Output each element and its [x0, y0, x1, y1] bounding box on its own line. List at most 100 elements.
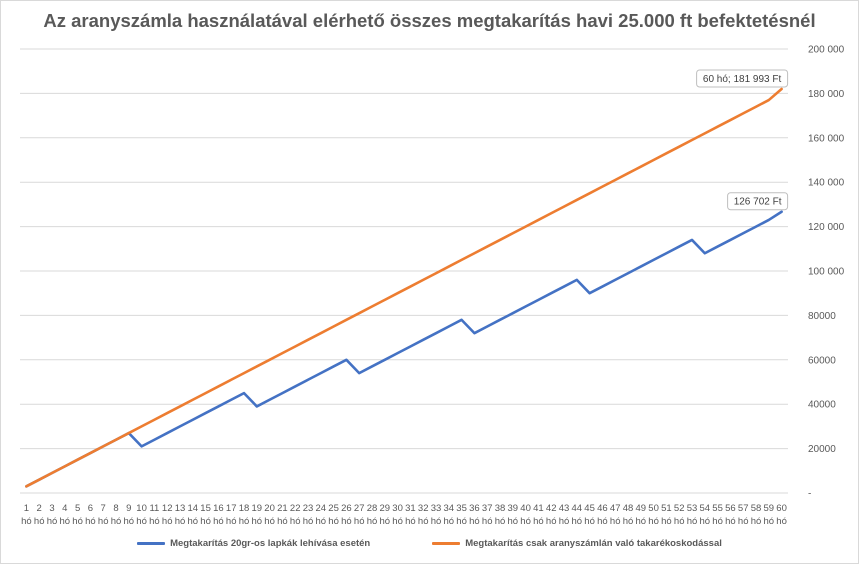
y-tick-label: 180 000	[808, 89, 845, 100]
x-tick-label: 44	[572, 503, 583, 514]
x-tick-label: 20	[264, 503, 275, 514]
x-tick-label: 15	[200, 503, 211, 514]
x-tick-unit: hó	[495, 516, 506, 527]
x-tick-label: 1	[24, 503, 29, 514]
x-tick-unit: hó	[661, 516, 672, 527]
callout-series-1: 126 702 Ft	[727, 192, 789, 211]
y-tick-label: 140 000	[808, 178, 845, 189]
x-tick-unit: hó	[213, 516, 224, 527]
x-tick-label: 23	[303, 503, 314, 514]
x-tick-label: 5	[75, 503, 80, 514]
x-tick-label: 25	[328, 503, 339, 514]
x-tick-label: 28	[367, 503, 378, 514]
x-tick-label: 42	[546, 503, 557, 514]
x-tick-unit: hó	[584, 516, 595, 527]
y-tick-label: 160 000	[808, 133, 845, 144]
y-tick-label: 60000	[808, 355, 836, 366]
x-tick-unit: hó	[47, 516, 58, 527]
x-tick-label: 13	[175, 503, 186, 514]
x-tick-label: 48	[623, 503, 634, 514]
callout-series-2: 60 hó; 181 993 Ft	[696, 69, 789, 88]
y-tick-label: 20000	[808, 444, 836, 455]
chart-legend: Megtakarítás 20gr-os lapkák lehívása ese…	[0, 538, 859, 549]
x-tick-label: 4	[62, 503, 67, 514]
x-tick-unit: hó	[124, 516, 135, 527]
x-tick-unit: hó	[636, 516, 647, 527]
x-tick-label: 14	[188, 503, 199, 514]
x-tick-label: 27	[354, 503, 365, 514]
x-tick-unit: hó	[687, 516, 698, 527]
x-tick-label: 57	[738, 503, 749, 514]
x-tick-unit: hó	[610, 516, 621, 527]
legend-swatch-series-1	[137, 542, 166, 545]
x-tick-unit: hó	[456, 516, 467, 527]
x-tick-label: 46	[597, 503, 608, 514]
x-tick-unit: hó	[597, 516, 608, 527]
x-tick-unit: hó	[85, 516, 96, 527]
x-tick-label: 39	[508, 503, 519, 514]
x-tick-label: 47	[610, 503, 621, 514]
x-tick-label: 2	[37, 503, 42, 514]
callout-label: 126 702 Ft	[734, 197, 782, 208]
x-tick-label: 51	[661, 503, 672, 514]
x-tick-label: 21	[277, 503, 288, 514]
x-tick-label: 60	[776, 503, 787, 514]
x-tick-unit: hó	[60, 516, 71, 527]
data-callouts: 60 hó; 181 993 Ft 126 702 Ft	[696, 69, 789, 211]
x-tick-label: 7	[101, 503, 106, 514]
x-tick-unit: hó	[380, 516, 391, 527]
x-tick-unit: hó	[764, 516, 775, 527]
x-tick-unit: hó	[341, 516, 352, 527]
x-tick-unit: hó	[648, 516, 659, 527]
x-tick-unit: hó	[444, 516, 455, 527]
x-tick-label: 49	[636, 503, 647, 514]
x-tick-label: 18	[239, 503, 250, 514]
x-tick-label: 56	[725, 503, 736, 514]
x-tick-unit: hó	[546, 516, 557, 527]
x-tick-label: 53	[687, 503, 698, 514]
x-tick-unit: hó	[98, 516, 109, 527]
x-tick-unit: hó	[239, 516, 250, 527]
callout-box	[696, 69, 789, 88]
x-tick-unit: hó	[277, 516, 288, 527]
y-tick-label: 100 000	[808, 267, 845, 278]
x-tick-label: 10	[136, 503, 147, 514]
x-tick-unit: hó	[533, 516, 544, 527]
x-tick-label: 40	[520, 503, 531, 514]
x-tick-label: 59	[764, 503, 775, 514]
x-tick-unit: hó	[700, 516, 711, 527]
legend-item-series-1[interactable]: Megtakarítás 20gr-os lapkák lehívása ese…	[137, 538, 370, 549]
x-tick-label: 35	[456, 503, 467, 514]
x-tick-label: 45	[584, 503, 595, 514]
x-tick-unit: hó	[226, 516, 237, 527]
series-line-1[interactable]	[25, 210, 783, 488]
x-tick-unit: hó	[469, 516, 480, 527]
x-tick-unit: hó	[72, 516, 83, 527]
x-tick-unit: hó	[354, 516, 365, 527]
x-tick-unit: hó	[264, 516, 275, 527]
x-tick-label: 6	[88, 503, 93, 514]
x-tick-unit: hó	[508, 516, 519, 527]
legend-item-series-2[interactable]: Megtakarítás csak aranyszámlán való taka…	[432, 538, 722, 549]
x-tick-unit: hó	[111, 516, 122, 527]
callout-box	[727, 192, 789, 211]
x-tick-unit: hó	[162, 516, 173, 527]
x-tick-label: 22	[290, 503, 301, 514]
x-tick-label: 12	[162, 503, 173, 514]
x-tick-unit: hó	[482, 516, 493, 527]
x-tick-label: 34	[444, 503, 455, 514]
x-tick-label: 29	[380, 503, 391, 514]
x-tick-unit: hó	[712, 516, 723, 527]
y-axis-ticks: - 20000 40000 60000 80000 100 000 120 000 140 0…	[808, 45, 845, 500]
x-tick-unit: hó	[290, 516, 301, 527]
x-tick-unit: hó	[328, 516, 339, 527]
series-line-2[interactable]	[25, 87, 783, 488]
x-tick-unit: hó	[405, 516, 416, 527]
x-tick-unit: hó	[392, 516, 403, 527]
y-tick-label: -	[808, 489, 811, 500]
x-tick-label: 24	[316, 503, 327, 514]
x-tick-label: 17	[226, 503, 237, 514]
x-tick-label: 58	[751, 503, 762, 514]
